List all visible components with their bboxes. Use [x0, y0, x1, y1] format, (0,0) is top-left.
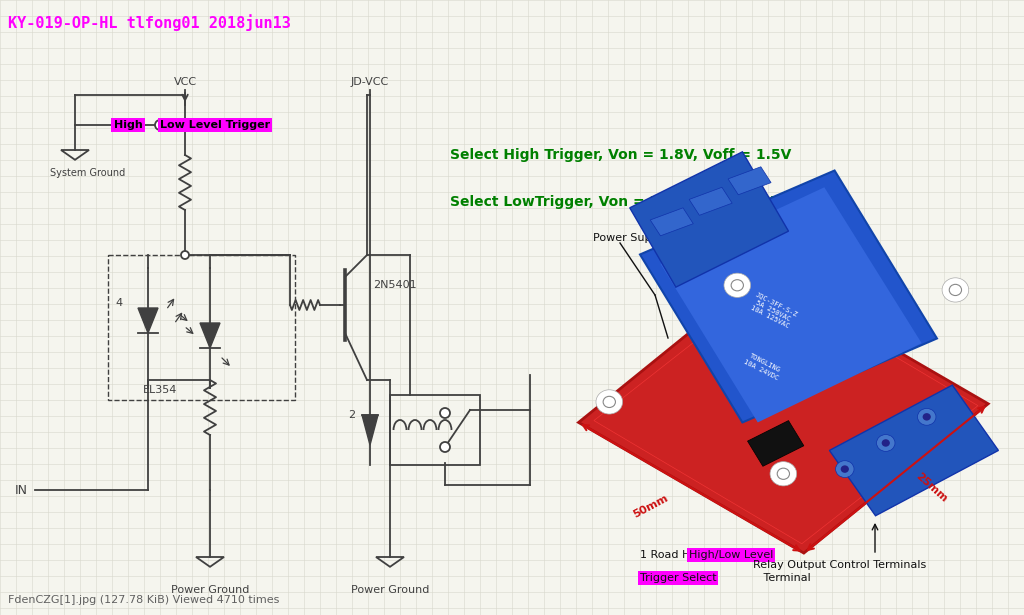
- Polygon shape: [689, 188, 732, 215]
- Text: Select LowTrigger, Von = 3.2V, Voff = 3.5V: Select LowTrigger, Von = 3.2V, Voff = 3.…: [450, 195, 781, 209]
- Polygon shape: [640, 170, 937, 423]
- Circle shape: [877, 435, 895, 451]
- Circle shape: [724, 273, 751, 298]
- Text: 1 Road High/Low Level: 1 Road High/Low Level: [640, 550, 770, 560]
- Text: KY-019-OP-HL tlfong01 2018jun13: KY-019-OP-HL tlfong01 2018jun13: [8, 14, 291, 31]
- Text: Terminal: Terminal: [760, 573, 811, 583]
- Text: EL354: EL354: [142, 385, 177, 395]
- Circle shape: [181, 251, 189, 259]
- Circle shape: [155, 120, 165, 130]
- Text: JQC-3FF-S-Z
5A 250VAC
10A 125VAC: JQC-3FF-S-Z 5A 250VAC 10A 125VAC: [748, 290, 799, 330]
- Text: Power Supply And Signal Triggering End: Power Supply And Signal Triggering End: [593, 233, 816, 243]
- Text: TONGLING
10A 24VDC: TONGLING 10A 24VDC: [742, 352, 783, 381]
- Text: High/Low Level: High/Low Level: [689, 550, 773, 560]
- Circle shape: [949, 284, 962, 296]
- Circle shape: [731, 280, 743, 291]
- Circle shape: [836, 461, 854, 477]
- Text: 4: 4: [116, 298, 123, 308]
- Polygon shape: [748, 421, 804, 466]
- Polygon shape: [829, 385, 998, 516]
- Text: 25mm: 25mm: [914, 470, 949, 504]
- Text: High: High: [114, 120, 142, 130]
- Text: Trigger Select: Trigger Select: [640, 573, 717, 583]
- Text: VCC: VCC: [173, 77, 197, 87]
- Text: Power Ground: Power Ground: [171, 585, 249, 595]
- Polygon shape: [200, 323, 220, 348]
- Circle shape: [918, 408, 936, 425]
- Text: Select High Trigger, Von = 1.8V, Voff = 1.5V: Select High Trigger, Von = 1.8V, Voff = …: [450, 148, 792, 162]
- Polygon shape: [138, 308, 158, 333]
- Circle shape: [923, 413, 931, 421]
- Circle shape: [777, 468, 790, 479]
- Text: Relay Output Control Terminals: Relay Output Control Terminals: [754, 560, 927, 570]
- Text: Power Ground: Power Ground: [351, 585, 429, 595]
- Polygon shape: [630, 152, 788, 287]
- Polygon shape: [660, 188, 922, 423]
- Text: 50mm: 50mm: [631, 493, 670, 520]
- Circle shape: [882, 439, 890, 446]
- Circle shape: [841, 466, 849, 473]
- Text: FdenCZG[1].jpg (127.78 KiB) Viewed 4710 times: FdenCZG[1].jpg (127.78 KiB) Viewed 4710 …: [8, 595, 280, 605]
- Circle shape: [603, 396, 615, 408]
- Text: 2: 2: [348, 410, 355, 420]
- Text: Low Level Trigger: Low Level Trigger: [160, 120, 270, 130]
- Circle shape: [440, 442, 450, 452]
- Circle shape: [770, 462, 797, 486]
- Polygon shape: [728, 167, 771, 195]
- Polygon shape: [362, 415, 378, 445]
- Bar: [390, 395, 480, 465]
- Polygon shape: [579, 273, 988, 553]
- Circle shape: [440, 408, 450, 418]
- Text: System Ground: System Ground: [50, 168, 125, 178]
- Bar: [108, 255, 295, 400]
- Circle shape: [596, 390, 623, 414]
- Text: 2N5401: 2N5401: [373, 280, 417, 290]
- Text: JD-VCC: JD-VCC: [351, 77, 389, 87]
- Circle shape: [942, 278, 969, 302]
- Polygon shape: [650, 208, 693, 236]
- Text: IN: IN: [15, 483, 28, 496]
